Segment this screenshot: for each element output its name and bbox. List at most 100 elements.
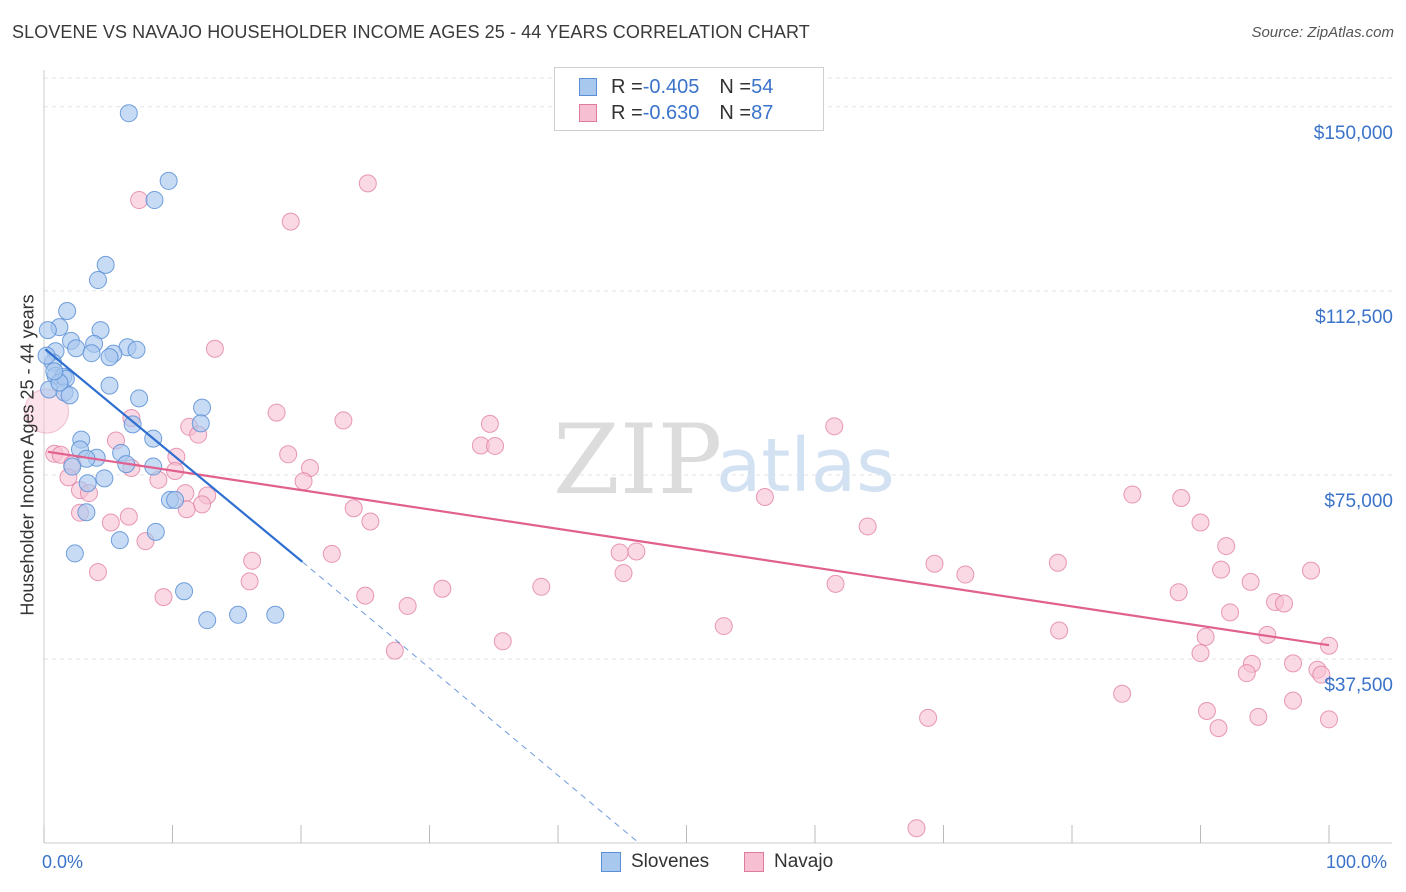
navajo-point — [1172, 488, 1191, 507]
slovenes-trend-line — [44, 348, 303, 563]
slovenes-swatch — [579, 78, 597, 96]
y-tick-label: $37,500 — [1324, 674, 1393, 696]
slovenes-point — [110, 531, 129, 550]
navajo-point — [398, 596, 417, 615]
navajo-point — [356, 586, 375, 605]
navajo-point — [907, 819, 926, 838]
slovenes-point — [193, 398, 212, 417]
slovenes-point — [67, 339, 86, 358]
navajo-point — [825, 417, 844, 436]
navajo-point — [205, 339, 224, 358]
navajo-point — [101, 513, 120, 532]
slovenes-point — [100, 376, 119, 395]
navajo-point — [279, 445, 298, 464]
slovenes-point — [45, 362, 64, 381]
y-tick-label: $150,000 — [1313, 122, 1393, 144]
navajo-point — [334, 411, 353, 430]
navajo-point — [486, 436, 505, 455]
navajo-point — [1221, 603, 1240, 622]
slovenes-point — [95, 469, 114, 488]
y-axis-title: Householder Income Ages 25 - 44 years — [17, 294, 38, 616]
navajo-point — [243, 551, 262, 570]
navajo-point — [714, 617, 733, 636]
axes — [43, 70, 1392, 844]
navajo-point — [119, 507, 138, 526]
source-credit: Source: ZipAtlas.com — [1251, 24, 1394, 41]
chart-title: SLOVENE VS NAVAJO HOUSEHOLDER INCOME AGE… — [12, 22, 810, 42]
legend-item-navajo[interactable]: Navajo — [744, 851, 833, 873]
n-value: 87 — [751, 101, 774, 124]
slovenes-point — [130, 389, 149, 408]
series-legend: Slovenes Navajo — [0, 851, 1406, 877]
navajo-point — [1320, 710, 1338, 729]
navajo-point — [281, 212, 300, 231]
navajo-point — [493, 632, 512, 651]
navajo-point — [385, 641, 404, 660]
navajo-point — [1191, 644, 1210, 663]
legend-item-slovenes[interactable]: Slovenes — [601, 851, 709, 873]
x-tick-label-min: 0.0% — [42, 852, 84, 872]
navajo-point — [1284, 691, 1303, 710]
navajo-point — [1209, 719, 1228, 738]
x-tick-label-max: 100.0% — [1326, 852, 1388, 872]
navajo-point — [956, 565, 975, 584]
trend-lines — [44, 348, 1330, 844]
navajo-point — [267, 403, 286, 422]
slovenes-point — [38, 321, 57, 340]
r-value: -0.405 — [642, 75, 700, 98]
slovenes-point — [96, 255, 115, 274]
legend-label-slovenes: Slovenes — [631, 851, 710, 872]
legend-row-navajo: R = -0.630 N = 87 — [579, 101, 773, 125]
navajo-point — [1050, 621, 1069, 640]
navajo-point — [1169, 583, 1188, 602]
navajo-point — [154, 588, 173, 607]
r-label: R = — [611, 101, 643, 124]
navajo-point — [627, 542, 646, 561]
navajo-point — [1048, 553, 1067, 572]
slovenes-swatch — [601, 852, 621, 872]
slovenes-point — [229, 605, 248, 624]
navajo-point — [925, 554, 944, 573]
navajo-point — [130, 191, 149, 210]
navajo-point — [614, 564, 633, 583]
slovenes-point — [77, 503, 96, 522]
navajo-point — [1312, 665, 1331, 684]
slovenes-point — [191, 414, 210, 433]
navajo-point — [858, 517, 877, 536]
watermark-atlas: atlas — [716, 423, 895, 509]
navajo-point — [1275, 594, 1294, 613]
legend-row-slovenes: R = -0.405 N = 54 — [579, 75, 773, 99]
navajo-point — [532, 577, 551, 596]
legend-label-navajo: Navajo — [774, 851, 834, 872]
navajo-point — [1249, 707, 1268, 726]
navajo-point — [1284, 654, 1303, 673]
slovenes-point — [175, 582, 194, 601]
navajo-point — [433, 579, 452, 598]
navajo-swatch — [579, 104, 597, 122]
navajo-point — [361, 512, 380, 531]
slovenes-point — [145, 191, 164, 210]
r-label: R = — [611, 75, 643, 98]
navajo-point — [1302, 561, 1321, 580]
slovenes-point — [65, 544, 84, 563]
slovenes-point — [88, 271, 107, 290]
slovenes-points — [37, 104, 285, 630]
slovenes-point — [63, 457, 82, 476]
navajo-trend-line — [47, 450, 1330, 647]
navajo-point — [919, 708, 938, 727]
slovenes-point — [127, 340, 146, 359]
slovenes-point — [82, 344, 101, 363]
y-tick-label: $112,500 — [1315, 306, 1393, 328]
navajo-point — [1212, 560, 1231, 579]
slovenes-point — [146, 522, 165, 541]
navajo-swatch — [744, 852, 764, 872]
slovenes-point — [37, 346, 56, 365]
slovenes-point — [119, 104, 138, 123]
navajo-point — [1217, 537, 1236, 556]
watermark-zip: ZIP — [553, 404, 722, 516]
navajo-point — [1320, 636, 1338, 655]
navajo-point — [294, 472, 313, 491]
gridlines — [44, 77, 1392, 660]
navajo-point — [344, 499, 363, 518]
n-value: 54 — [751, 75, 774, 98]
